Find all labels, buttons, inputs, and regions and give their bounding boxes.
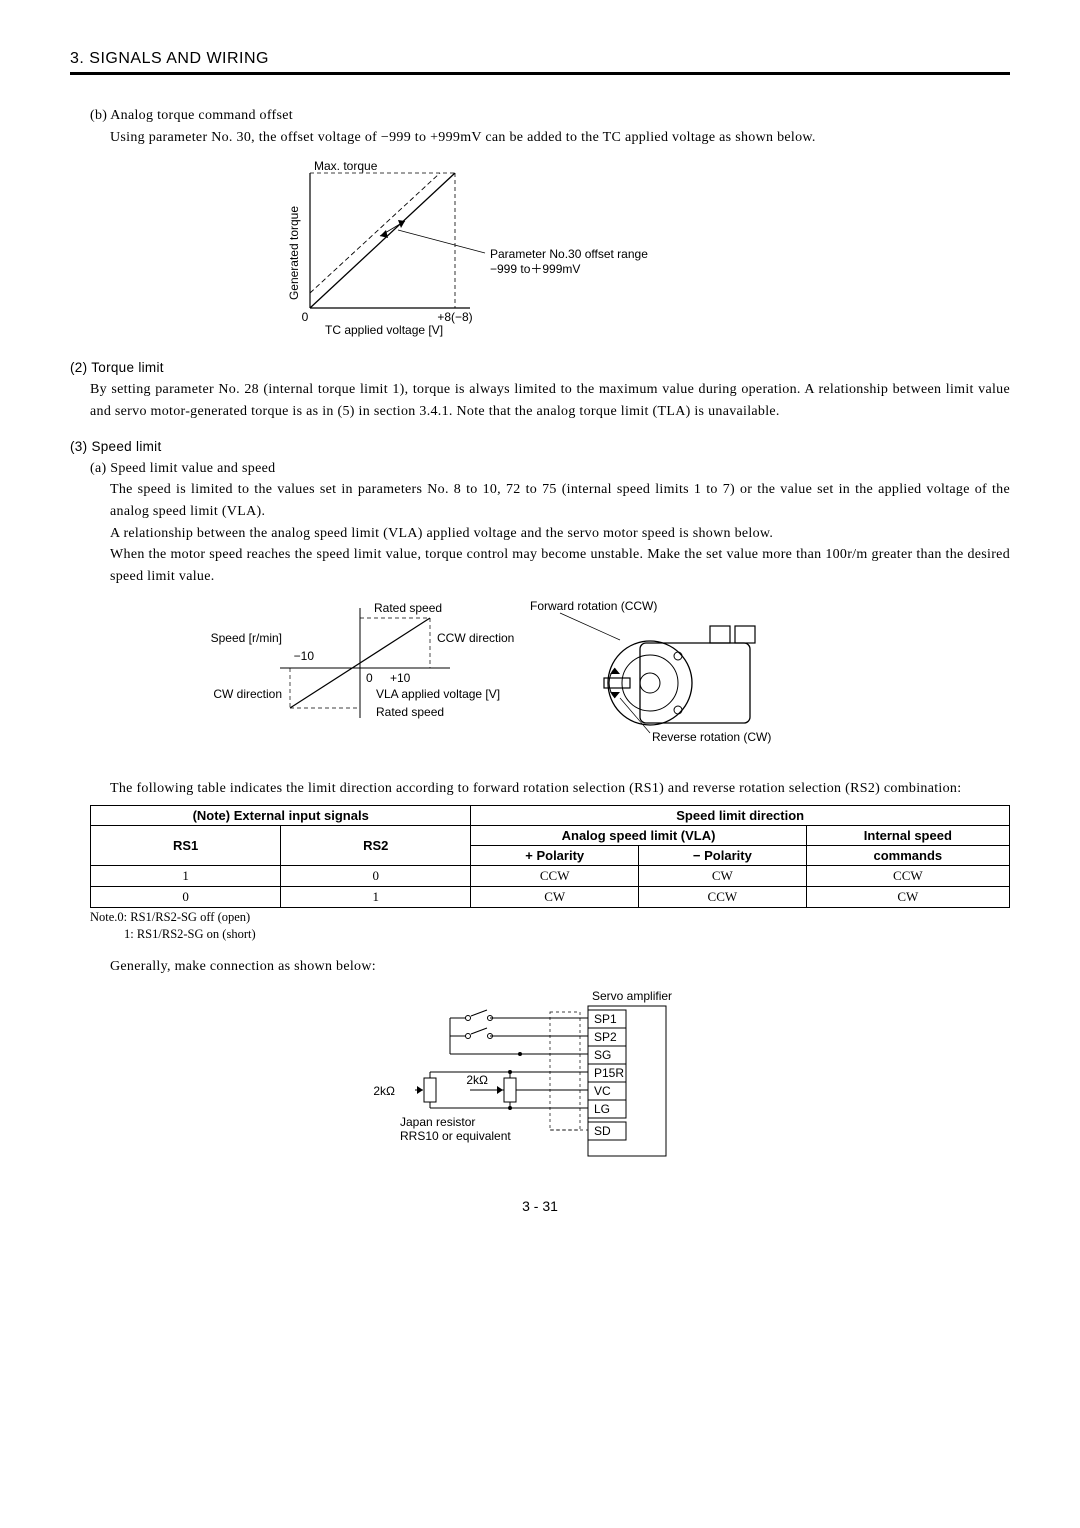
svg-text:SG: SG bbox=[594, 1048, 611, 1062]
pin-cells: SP1 SP2 SG P15R VC LG SD bbox=[588, 1010, 626, 1140]
svg-text:VC: VC bbox=[594, 1084, 611, 1098]
table-row: 0 1 CW CCW CW bbox=[91, 887, 1010, 908]
h-pos: + Polarity bbox=[471, 846, 639, 866]
h-rs1: RS1 bbox=[91, 826, 281, 866]
svg-text:VLA applied voltage [V]: VLA applied voltage [V] bbox=[376, 687, 500, 701]
svg-text:0: 0 bbox=[366, 671, 373, 685]
section-2-text: By setting parameter No. 28 (internal to… bbox=[90, 379, 1010, 422]
sub-b-label: (b) Analog torque command offset bbox=[90, 105, 1010, 127]
svg-text:2kΩ: 2kΩ bbox=[373, 1084, 395, 1098]
svg-text:Japan resistor: Japan resistor bbox=[400, 1115, 475, 1129]
svg-text:−10: −10 bbox=[294, 649, 315, 663]
note-1: 1: RS1/RS2-SG on (short) bbox=[124, 927, 1010, 942]
connection-diagram: Servo amplifier SP1 SP2 SG P15R VC LG SD bbox=[360, 988, 720, 1168]
tc-voltage-label: TC applied voltage [V] bbox=[325, 323, 443, 337]
svg-text:Rated speed: Rated speed bbox=[376, 705, 444, 719]
table-intro: The following table indicates the limit … bbox=[110, 778, 1010, 800]
callout-1: Parameter No.30 offset range bbox=[490, 247, 648, 261]
svg-text:SP1: SP1 bbox=[594, 1012, 617, 1026]
svg-text:Forward rotation (CCW): Forward rotation (CCW) bbox=[530, 599, 657, 613]
origin-label: 0 bbox=[302, 310, 309, 324]
generally-text: Generally, make connection as shown belo… bbox=[110, 956, 1010, 978]
x-right-label: +8(−8) bbox=[437, 310, 472, 324]
header-rule bbox=[70, 72, 1010, 75]
page-number: 3 - 31 bbox=[70, 1198, 1010, 1214]
speed-vla-diagram: Rated speed Speed [r/min] −10 0 +10 CCW … bbox=[190, 598, 890, 758]
svg-text:Speed [r/min]: Speed [r/min] bbox=[211, 631, 282, 645]
svg-text:Rated speed: Rated speed bbox=[374, 601, 442, 615]
svg-text:P15R: P15R bbox=[594, 1066, 624, 1080]
max-torque-label: Max. torque bbox=[314, 159, 378, 173]
section-3-p1: The speed is limited to the values set i… bbox=[110, 479, 1010, 522]
svg-text:2kΩ: 2kΩ bbox=[466, 1073, 488, 1087]
note-0: Note.0: RS1/RS2-SG off (open) bbox=[90, 910, 1010, 925]
svg-text:SD: SD bbox=[594, 1124, 611, 1138]
svg-text:RRS10 or equivalent: RRS10 or equivalent bbox=[400, 1129, 511, 1143]
h-rs2: RS2 bbox=[281, 826, 471, 866]
callout-2: −999 to＋999mV bbox=[490, 262, 580, 276]
h-vla: Analog speed limit (VLA) bbox=[471, 826, 806, 846]
section-3-label: (3) Speed limit bbox=[70, 437, 1010, 458]
section-3a-label: (a) Speed limit value and speed bbox=[90, 458, 1010, 480]
h-ext-signals: (Note) External input signals bbox=[91, 806, 471, 826]
svg-text:LG: LG bbox=[594, 1102, 610, 1116]
limit-table-wrap: (Note) External input signals Speed limi… bbox=[90, 805, 1010, 908]
section-2-label: (2) Torque limit bbox=[70, 358, 1010, 379]
torque-offset-diagram: Max. torque Generated torque 0 +8(−8) TC… bbox=[250, 158, 750, 338]
h-int1: Internal speed bbox=[806, 826, 1009, 846]
limit-table: (Note) External input signals Speed limi… bbox=[90, 805, 1010, 908]
h-speed-dir: Speed limit direction bbox=[471, 806, 1010, 826]
sub-b-text: Using parameter No. 30, the offset volta… bbox=[110, 127, 1010, 149]
svg-text:+10: +10 bbox=[390, 671, 411, 685]
section-3-p3: When the motor speed reaches the speed l… bbox=[110, 544, 1010, 587]
h-neg: − Polarity bbox=[639, 846, 807, 866]
svg-text:Servo amplifier: Servo amplifier bbox=[592, 989, 672, 1003]
svg-text:CCW direction: CCW direction bbox=[437, 631, 514, 645]
h-int2: commands bbox=[806, 846, 1009, 866]
section-3-p2: A relationship between the analog speed … bbox=[110, 523, 1010, 545]
svg-text:Reverse rotation (CW): Reverse rotation (CW) bbox=[652, 730, 771, 744]
svg-text:CW direction: CW direction bbox=[213, 687, 282, 701]
section-header: 3. SIGNALS AND WIRING bbox=[70, 50, 1010, 68]
table-row: 1 0 CCW CW CCW bbox=[91, 866, 1010, 887]
gen-torque-label: Generated torque bbox=[287, 206, 301, 300]
svg-text:SP2: SP2 bbox=[594, 1030, 617, 1044]
